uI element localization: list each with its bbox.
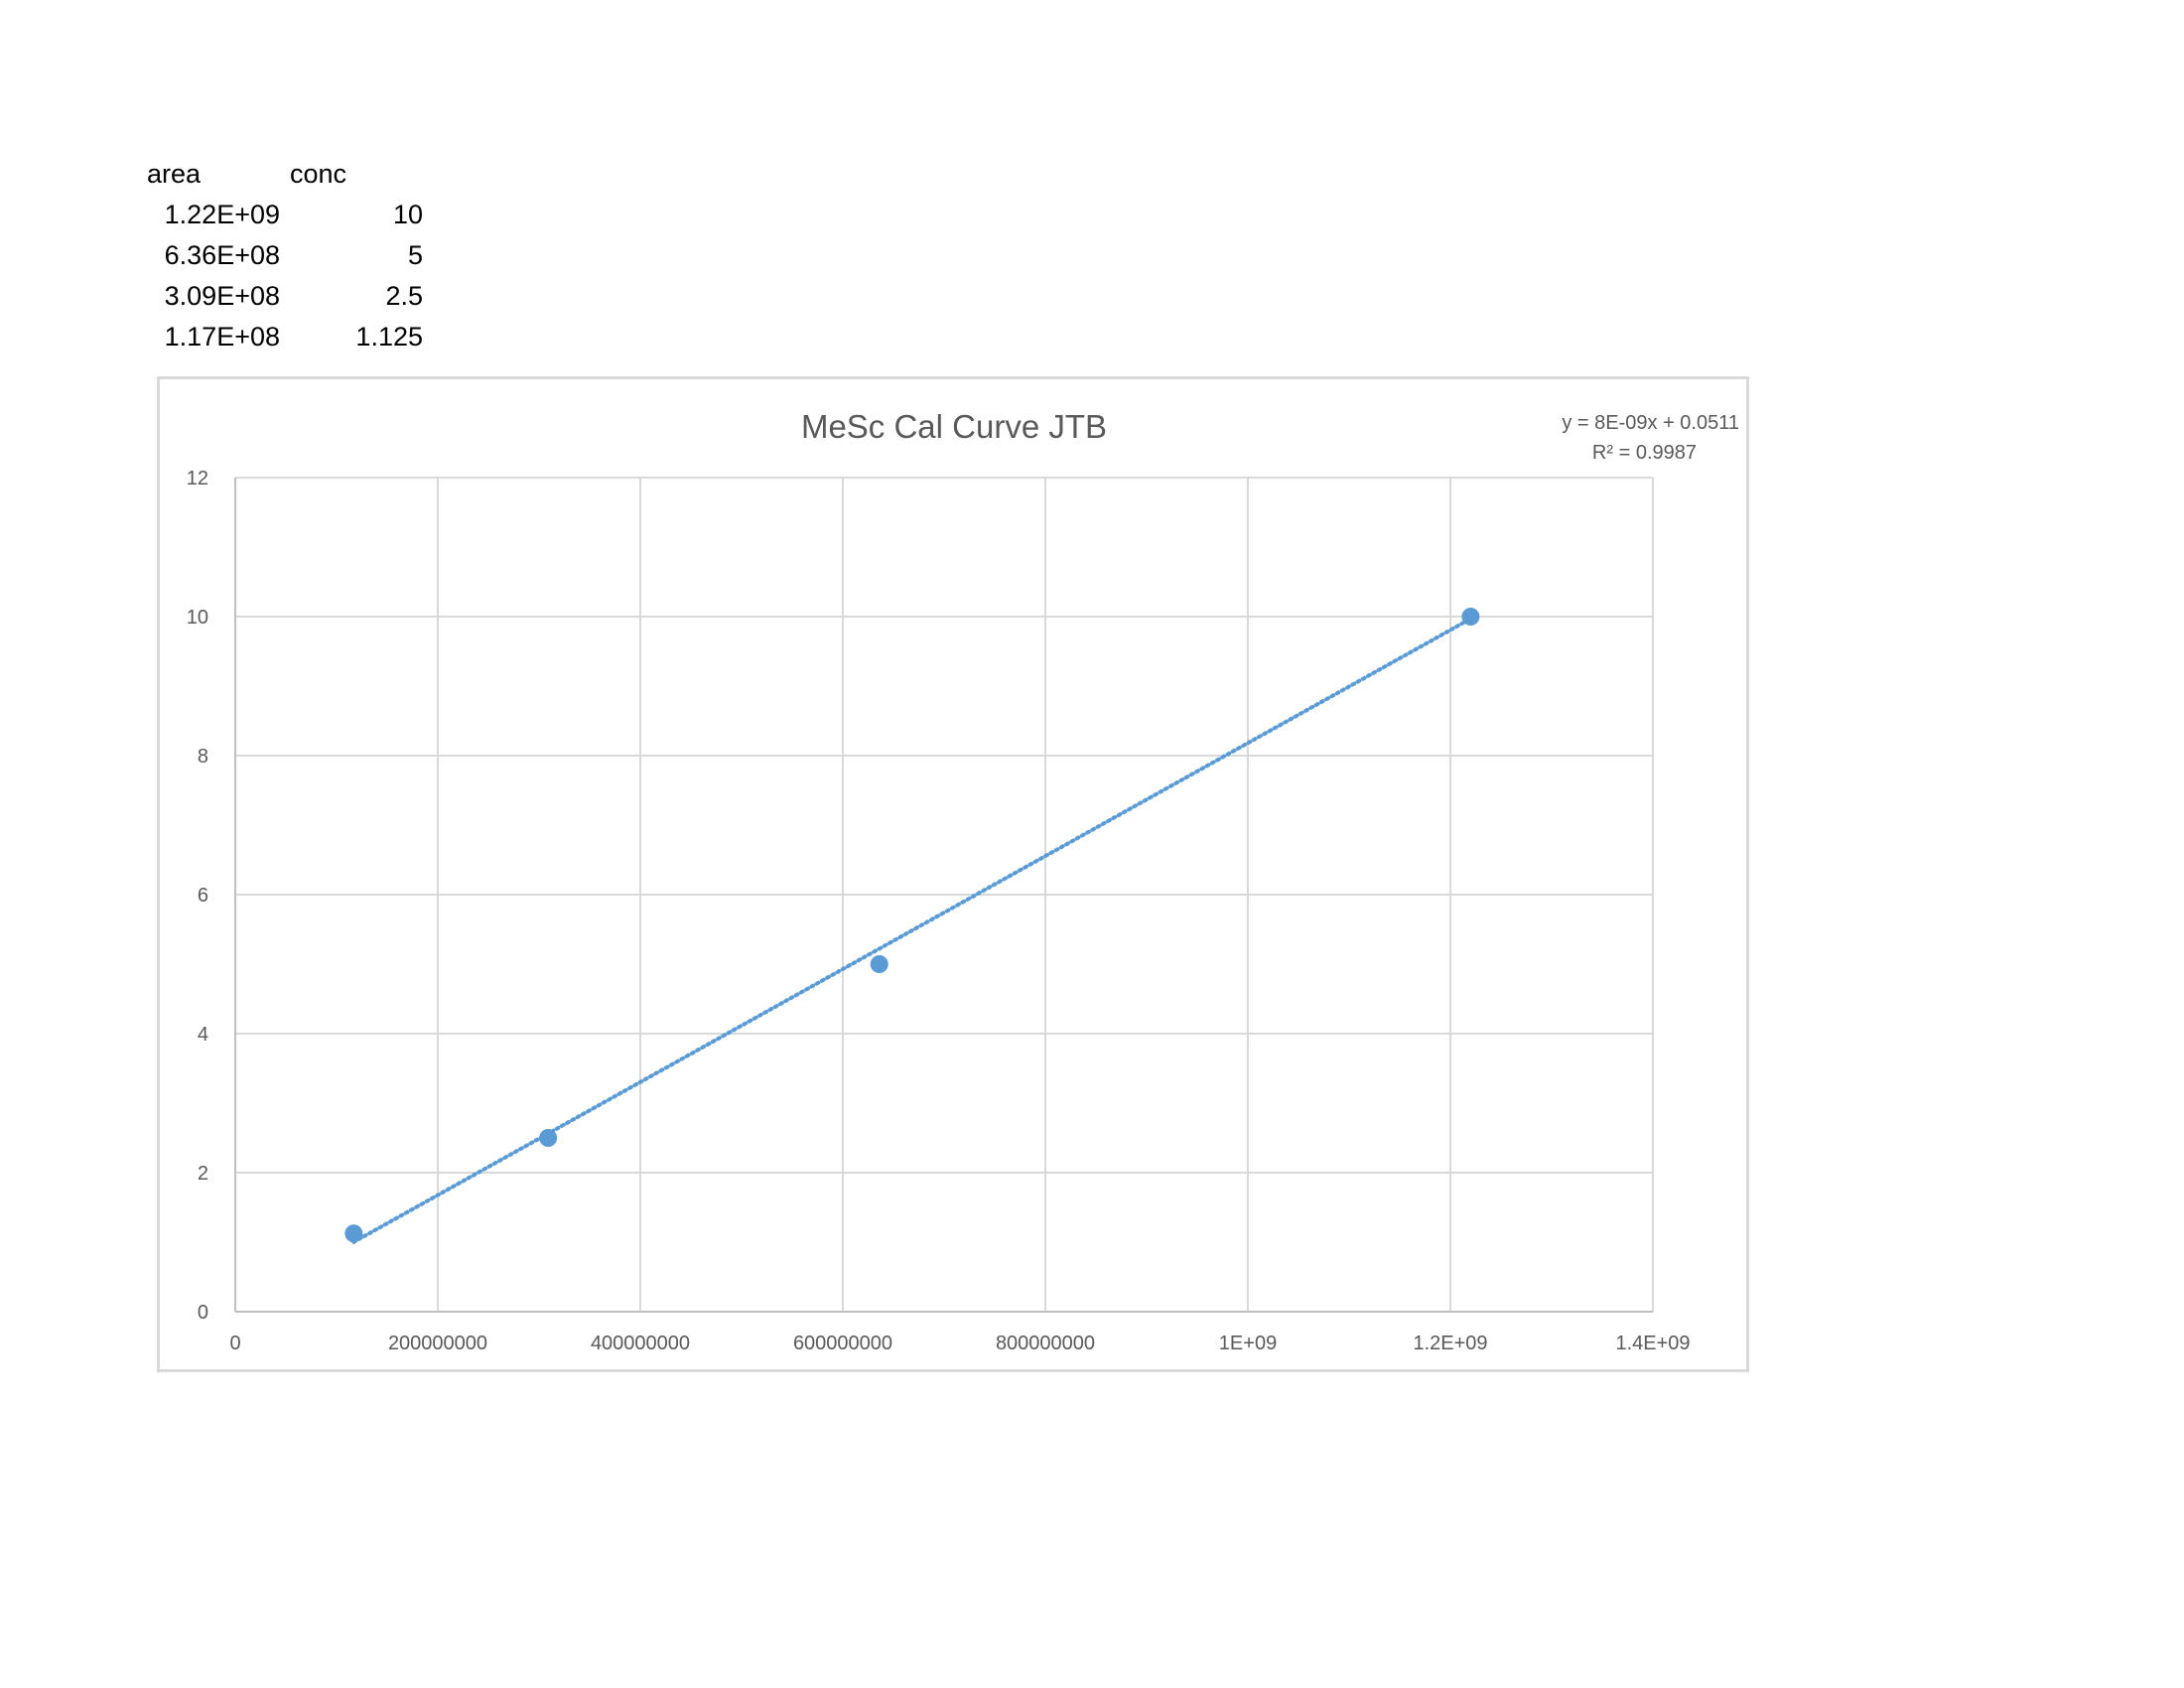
- cell-conc-1[interactable]: 10: [392, 200, 423, 229]
- chart-title: MeSc Cal Curve JTB: [801, 408, 1107, 445]
- cell-conc-2[interactable]: 5: [407, 240, 423, 270]
- data-point[interactable]: [344, 1224, 363, 1243]
- y-tick-label: 10: [187, 607, 208, 629]
- axes: 0 2 4 6 8 10 12 0 200000000 400000000 600000000 800…: [187, 468, 1691, 1354]
- trendline-r2-label: R² = 0.9987: [1592, 442, 1697, 464]
- data-points: [344, 608, 1480, 1243]
- cell-area-2[interactable]: 6.36E+08: [164, 240, 280, 270]
- data-point[interactable]: [1461, 608, 1480, 626]
- trendline-equation-label: y = 8E-09x + 0.0511: [1562, 412, 1739, 434]
- x-tick-label: 600000000: [793, 1333, 892, 1354]
- y-tick-label: 0: [198, 1302, 208, 1324]
- cell-area-1[interactable]: 1.22E+09: [164, 200, 280, 229]
- cell-conc-4[interactable]: 1.125: [355, 322, 423, 352]
- y-tick-label: 8: [198, 746, 208, 768]
- chart-container[interactable]: MeSc Cal Curve JTB y = 8E-09x + 0.0511 R…: [157, 376, 1749, 1372]
- y-tick-label: 2: [198, 1163, 208, 1185]
- x-tick-label: 400000000: [591, 1333, 690, 1354]
- trendline: [351, 617, 1473, 1244]
- x-tick-label: 1E+09: [1219, 1333, 1277, 1354]
- data-point[interactable]: [539, 1129, 558, 1147]
- gridlines: [234, 477, 1654, 1313]
- cell-area-3[interactable]: 3.09E+08: [164, 281, 280, 311]
- cell-area-4[interactable]: 1.17E+08: [164, 322, 280, 352]
- y-tick-label: 12: [187, 468, 208, 490]
- y-tick-label: 4: [198, 1024, 208, 1046]
- cell-conc-3[interactable]: 2.5: [385, 281, 423, 311]
- header-area[interactable]: area: [147, 159, 202, 189]
- data-point[interactable]: [870, 955, 888, 973]
- y-tick-label: 6: [198, 885, 208, 907]
- x-tick-label: 1.4E+09: [1615, 1333, 1690, 1354]
- trendline-line: [351, 617, 1473, 1244]
- x-tick-label: 200000000: [388, 1333, 487, 1354]
- x-tick-label: 1.2E+09: [1413, 1333, 1487, 1354]
- header-conc[interactable]: conc: [290, 159, 347, 189]
- x-tick-label: 800000000: [996, 1333, 1095, 1354]
- chart-svg: MeSc Cal Curve JTB y = 8E-09x + 0.0511 R…: [187, 408, 1739, 1354]
- x-tick-label: 0: [229, 1333, 240, 1354]
